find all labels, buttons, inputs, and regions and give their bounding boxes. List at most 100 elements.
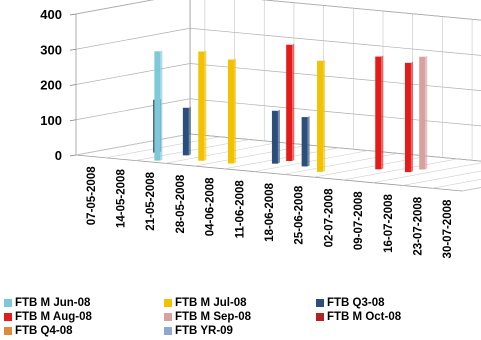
y-tick-label: 100: [40, 113, 62, 128]
bar: [182, 106, 191, 156]
y-tick-label: 400: [40, 7, 62, 22]
x-tick-label: 14-05-2008: [116, 169, 128, 228]
bar-side: [307, 116, 310, 167]
legend-item: FTB M Aug-08: [4, 310, 92, 324]
y-axis-ticks: 0 100 200 300 400: [40, 7, 62, 163]
bar-face: [227, 59, 234, 164]
floor-gridline: [165, 142, 280, 164]
x-axis-ticks: 07-05-2008 14-05-2008 21-05-2008 28-05-2008…: [86, 166, 454, 259]
legend-swatch: [316, 313, 324, 321]
legend-item: FTB YR-09: [164, 324, 233, 338]
bar: [375, 55, 384, 170]
legend-label: FTB M Jun-08: [15, 297, 91, 309]
side-gridline: [75, 0, 154, 15]
bar-side: [204, 50, 207, 161]
bar-face: [198, 51, 205, 161]
legend-label: FTB M Sep-08: [175, 311, 252, 323]
legend-swatch: [164, 299, 172, 307]
legend-row: FTB Q4-08 FTB YR-09: [4, 324, 480, 338]
x-tick-label: 11-06-2008: [234, 180, 246, 239]
y-tick-mark: [69, 119, 77, 122]
y-tick-mark: [69, 13, 77, 16]
legend-label: FTB M Aug-08: [15, 311, 92, 323]
floor-gridline: [343, 158, 458, 181]
bar-side: [277, 109, 280, 164]
floor-gridline: [372, 162, 481, 183]
x-tick-label: 25-06-2008: [294, 185, 306, 244]
bar: [317, 59, 326, 172]
bar: [227, 58, 236, 164]
y-tick-mark: [69, 84, 77, 86]
x-tick-label: 30-07-2008: [442, 199, 454, 258]
legend-row: FTB M Jun-08 FTB M Jul-08 FTB Q3-08: [4, 296, 480, 310]
legend-item: FTB Q4-08: [4, 324, 73, 338]
legend: FTB M Jun-08 FTB M Jul-08 FTB Q3-08 FTB M A…: [4, 296, 480, 338]
legend-item: FTB M Jul-08: [164, 296, 247, 310]
side-wall: [75, 0, 191, 156]
bar-face: [317, 60, 324, 172]
y-tick-label: 0: [55, 148, 62, 163]
x-tick-label: 16-07-2008: [383, 193, 395, 252]
bar: [301, 116, 310, 167]
legend-swatch: [4, 299, 12, 307]
legend-row: FTB M Aug-08 FTB M Sep-08 FTB M Oct-08: [4, 310, 480, 324]
bar-side: [410, 61, 413, 173]
floor-gridline: [75, 133, 191, 156]
legend-item: FTB M Jun-08: [4, 296, 90, 310]
bar: [154, 50, 163, 161]
bar-side: [292, 43, 295, 162]
side-gridline: [75, 27, 191, 50]
legend-swatch: [4, 313, 12, 321]
legend-item: FTB M Sep-08: [164, 310, 251, 324]
bar-face: [182, 107, 189, 156]
x-tick-label: 04-06-2008: [205, 177, 217, 236]
legend-label: FTB YR-09: [175, 325, 233, 337]
side-gridline: [75, 98, 191, 121]
bar: [198, 50, 207, 161]
bar-side: [381, 55, 384, 170]
y-tick-mark: [69, 48, 77, 51]
legend-swatch: [4, 327, 12, 335]
legend-item: FTB M Oct-08: [316, 310, 401, 324]
legend-swatch: [164, 327, 172, 335]
legend-label: FTB Q4-08: [15, 325, 73, 337]
bar-face: [286, 44, 293, 162]
bar-side: [160, 50, 163, 161]
x-tick-label: 23-07-2008: [412, 196, 424, 255]
bar-face: [271, 110, 278, 164]
legend-label: FTB M Jul-08: [175, 297, 247, 309]
x-tick-label: 28-05-2008: [175, 174, 187, 233]
bar-face: [375, 56, 382, 170]
bar-side: [323, 59, 326, 172]
legend-label: FTB Q3-08: [327, 297, 385, 309]
floor-gridline: [432, 178, 481, 189]
x-tick-label: 07-05-2008: [86, 166, 98, 225]
bar-face: [404, 62, 411, 173]
bar-side: [188, 106, 191, 156]
legend-swatch: [164, 313, 172, 321]
x-tick-label: 18-06-2008: [264, 182, 276, 241]
floor-gridline: [402, 170, 481, 186]
bar: [419, 55, 428, 170]
bar: [286, 43, 295, 162]
side-gridline: [75, 63, 191, 85]
y-tick-label: 200: [40, 78, 62, 93]
bar: [404, 61, 413, 173]
bars: [153, 43, 428, 173]
x-tick-label: 09-07-2008: [353, 191, 365, 250]
bar-face: [419, 56, 426, 170]
x-tick-label: 21-05-2008: [145, 171, 157, 230]
bar: [271, 109, 280, 164]
legend-label: FTB M Oct-08: [327, 311, 402, 323]
legend-swatch: [316, 299, 324, 307]
bar-face: [301, 117, 308, 167]
legend-item: FTB Q3-08: [316, 296, 385, 310]
x-tick-label: 02-07-2008: [323, 188, 335, 247]
bar-side: [233, 58, 236, 164]
bar-face: [154, 51, 161, 161]
y-tick-label: 300: [40, 42, 62, 57]
floor-gridline: [254, 150, 369, 172]
bar-side: [425, 55, 428, 170]
y-tick-mark: [69, 154, 77, 157]
